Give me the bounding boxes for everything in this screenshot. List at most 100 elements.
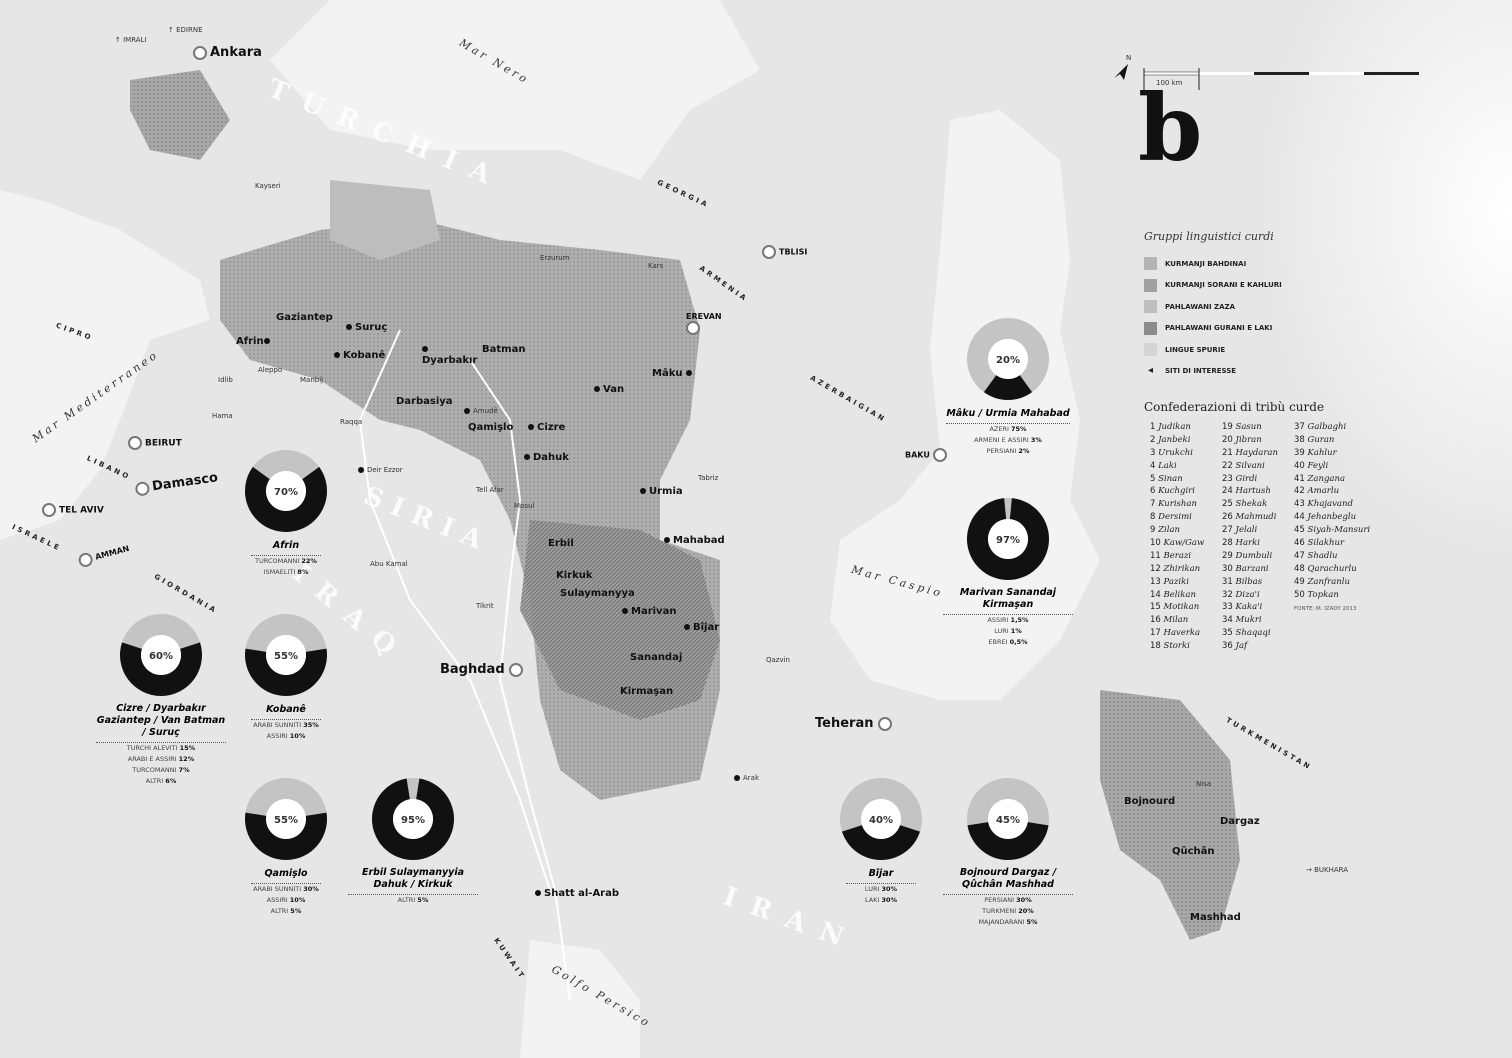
tribe-item: 28 Harki	[1222, 538, 1260, 549]
sites-icon: ◂	[1147, 364, 1154, 376]
tribe-item: 26 Mahmudi	[1222, 512, 1277, 523]
arrow-bukhara: → BUKHARA	[1306, 866, 1349, 874]
city-shatt-al-arab: Shatt al-Arab	[535, 888, 619, 899]
capital-baku: BAKU	[905, 448, 950, 462]
town-abu-kamal: Abu Kamal	[370, 560, 408, 568]
donut-chart: 60%	[119, 614, 202, 696]
tribe-item: 31 Bilbas	[1222, 576, 1263, 587]
tribe-item: 50 Topkan	[1294, 589, 1339, 600]
donut-other-stat: Azeri 75%	[989, 425, 1027, 433]
donut-kurd-segment	[245, 648, 327, 696]
tribe-item: 33 Kaka'i	[1222, 602, 1263, 613]
city-sulaymanyya: Sulaymanyya	[560, 588, 635, 599]
city-sanandaj: Sanandaj	[630, 652, 683, 663]
tribe-item: 40 Feyli	[1294, 460, 1329, 471]
donut-other-stat: Altri 5%	[270, 907, 302, 915]
legend-swatch	[1144, 278, 1157, 292]
donut-7: 40% Bîjar Luri 30% Laki 30%	[816, 777, 946, 906]
donut-value-label: 95%	[401, 815, 425, 826]
city-batman: Batman	[482, 344, 526, 355]
donut-other-stat: Luri 1%	[994, 627, 1022, 635]
tribe-item: 39 Kahlur	[1294, 447, 1337, 458]
panel-letter: b	[1138, 74, 1203, 182]
donut-other-stat: Assiri 10%	[266, 732, 306, 740]
donut-other-stat: Altri 5%	[397, 896, 429, 904]
tribe-item: 24 Hartush	[1222, 486, 1271, 497]
donut-place: Bîjar	[846, 868, 916, 884]
donut-kurd-segment	[967, 498, 1049, 580]
tribe-list: 1 Judikan 2 Janbeki 3 Urukchi 4 Laki 5 Sinan…	[1150, 422, 1394, 654]
tribe-item: 6 Kuchgiri	[1150, 486, 1195, 497]
capital-tel-aviv: TEL AVIV	[42, 503, 104, 517]
city-amude: Amudê	[464, 407, 498, 415]
donut-other-stat: Arabi sunniti 35%	[253, 721, 319, 729]
legend-label: PAHLAWANI ZAZA	[1165, 302, 1236, 311]
tribe-item: 4 Laki	[1150, 460, 1177, 471]
tribe-item: 29 Dumbuli	[1222, 550, 1273, 561]
donut-1: 60% Cizre / Dyarbakır Gaziantep / Van Bat…	[96, 613, 226, 787]
donut-4: 95% Erbil Sulaymanyyia Dahuk / Kirkuk Altr…	[348, 777, 478, 906]
tribe-item: 17 Haverka	[1150, 628, 1201, 639]
legend-swatch	[1144, 343, 1157, 357]
legend-label: LINGUE SPURIE	[1165, 345, 1226, 354]
scale-label: 100 km	[1156, 79, 1183, 87]
capital-ankara: Ankara	[193, 45, 262, 60]
tribe-item: 47 Shadlu	[1294, 550, 1338, 561]
capital-tblisi: TBLISI	[762, 245, 807, 259]
donut-other-stat: Persiani 30%	[984, 896, 1032, 904]
donut-value-label: 60%	[149, 651, 173, 662]
donut-kurd-segment	[372, 778, 454, 860]
tribe-item: 27 Jelali	[1222, 525, 1258, 536]
kurdish-area-anatolia	[130, 70, 230, 160]
legend-item: LINGUE SPURIE	[1144, 339, 1394, 361]
tribe-item: 35 Shaqaqi	[1222, 628, 1271, 639]
donut-other-stat: Turcomanni 7%	[132, 766, 190, 774]
donut-value-label: 45%	[996, 815, 1020, 826]
legend-swatch	[1144, 257, 1157, 271]
mediterranean-sea	[0, 190, 210, 540]
tribe-item: 48 Qarachurlu	[1294, 563, 1357, 574]
donut-chart: 55%	[245, 614, 327, 696]
tribe-item: 1 Judikan	[1150, 422, 1191, 432]
river-euphrates	[358, 329, 551, 891]
tribe-item: 49 Zanfranlu	[1294, 576, 1350, 587]
city-mahabad: Mahabad	[664, 535, 725, 546]
city-kirmasan: Kirmaşan	[620, 686, 674, 697]
tribe-item: 21 Haydaran	[1222, 447, 1278, 458]
kurdish-area-zaza	[330, 180, 440, 260]
tribe-item: 11 Berazi	[1150, 550, 1192, 561]
legend-item: PAHLAWANI GURANI E LAKI	[1144, 318, 1394, 340]
donut-chart: 45%	[967, 778, 1049, 860]
town-arak: Arak	[734, 774, 759, 782]
scale-bar	[1143, 68, 1419, 90]
town-kars: Kars	[648, 262, 664, 270]
donut-place: Cizre / Dyarbakır Gaziantep / Van Batman…	[96, 703, 226, 743]
donut-place: Erbil Sulaymanyyia Dahuk / Kirkuk	[348, 867, 478, 895]
donut-other-stat: Turchi aleviti 15%	[126, 744, 196, 752]
city-afrin: Afrin	[236, 336, 273, 347]
tribe-item: 19 Sasun	[1222, 422, 1262, 432]
tribe-item: 23 Girdi	[1222, 473, 1258, 484]
town-manbij: Manbij	[300, 376, 324, 384]
donut-value-label: 97%	[996, 535, 1020, 546]
tribe-item: 10 Kaw/Gaw	[1150, 538, 1205, 549]
town-tikrit: Tikrit	[476, 602, 494, 610]
river-tigris	[469, 359, 571, 1001]
city-gaziantep: Gaziantep	[276, 312, 333, 323]
tribe-item: 45 Siyah-Mansuri	[1294, 525, 1371, 536]
donut-chart: 95%	[372, 778, 454, 860]
donut-chart: 55%	[245, 778, 327, 860]
legend-label: PAHLAWANI GURANI E LAKI	[1165, 324, 1273, 333]
legend: Gruppi linguistici curdi KURMANJI BAHDIN…	[1144, 230, 1394, 654]
tribe-item: 5 Sinan	[1150, 473, 1183, 484]
tribe-item: 22 Silvani	[1222, 460, 1265, 471]
town-tell-afar: Tell Afar	[476, 486, 504, 494]
tribe-item: 36 Jaf	[1222, 641, 1248, 652]
city-marivan: Marivan	[622, 606, 676, 617]
donut-kurd-segment	[244, 466, 327, 532]
donut-8: 45% Bojnourd Dargaz / Qûchân Mashhad Persi…	[943, 777, 1073, 928]
donut-3: 55% Qamişlo Arabi sunniti 30% Assiri 10% Alt…	[221, 777, 351, 917]
legend-swatch	[1144, 300, 1157, 314]
city-urmia: Urmia	[640, 486, 683, 497]
donut-other-stat: Arabi e assiri 12%	[127, 755, 195, 763]
